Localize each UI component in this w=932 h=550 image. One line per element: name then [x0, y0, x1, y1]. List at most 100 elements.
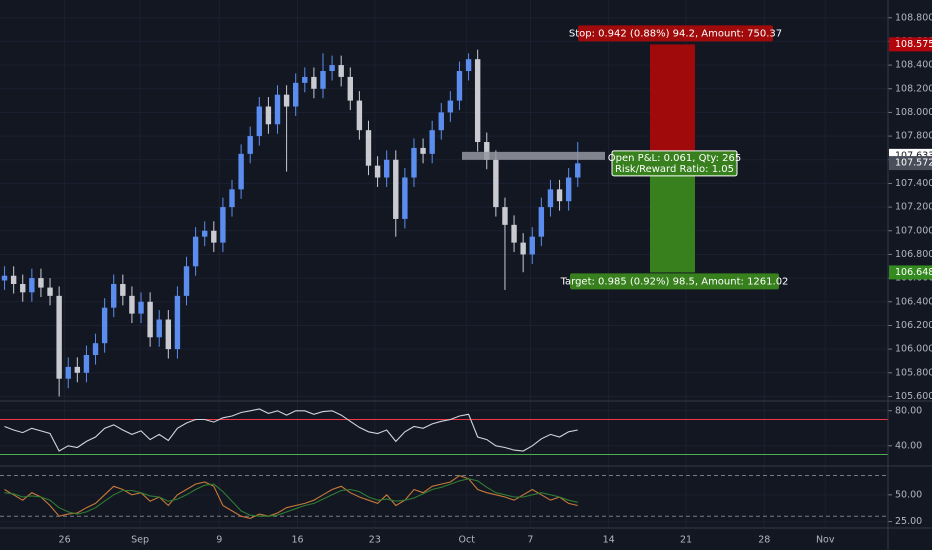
pnl-label: Open P&L: 0.061, Qty: 265: [608, 153, 741, 164]
candle-body: [120, 284, 126, 296]
stop-label: Stop: 0.942 (0.88%) 94.2, Amount: 750.37: [569, 28, 782, 39]
candle-body: [320, 71, 326, 89]
candle-body: [274, 94, 281, 125]
candle-body: [565, 177, 572, 202]
candle-body: [211, 230, 217, 243]
candle-body: [247, 136, 253, 154]
y-tick-label: 107.000: [895, 225, 932, 236]
candle-body: [329, 65, 335, 72]
candle-body: [465, 59, 472, 72]
candle-body: [83, 355, 90, 373]
candle-body: [229, 189, 235, 208]
y-tick-label: 106.800: [895, 249, 932, 260]
y-tick-label: 50.00: [895, 489, 922, 500]
candle-body: [111, 284, 117, 308]
y-tick-label: 106.400: [895, 296, 932, 307]
candle-body: [292, 82, 299, 107]
y-tick-label: 108.800: [895, 12, 932, 23]
candle-body: [174, 295, 181, 350]
candle-body: [10, 275, 17, 285]
price-label: 106.648: [895, 267, 932, 278]
candle-body: [129, 295, 135, 314]
candle-body: [29, 278, 35, 293]
candle-body: [74, 366, 81, 373]
candle-body: [338, 65, 344, 77]
candle-body: [402, 177, 408, 219]
candle-body: [92, 343, 99, 356]
candle-body: [438, 112, 444, 131]
stop-zone: [650, 44, 695, 156]
candle-body: [65, 366, 71, 379]
candle-body: [156, 319, 162, 338]
candle-body: [356, 100, 363, 131]
y-tick-label: 25.00: [895, 516, 922, 527]
target-label: Target: 0.985 (0.92%) 98.5, Amount: 1261…: [560, 276, 789, 287]
price-label: 107.572: [895, 158, 932, 169]
candle-body: [220, 207, 226, 243]
candle-body: [238, 153, 244, 190]
indicator-line: [4, 408, 578, 452]
candle-body: [529, 236, 535, 255]
y-tick-label: 108.000: [895, 107, 932, 118]
candle-body: [447, 100, 454, 113]
y-tick-label: 40.00: [895, 440, 922, 451]
candle-body: [411, 147, 417, 178]
candle-body: [374, 165, 381, 178]
candle-body: [256, 106, 263, 137]
candle-body: [474, 59, 481, 143]
y-tick-label: 108.200: [895, 83, 932, 94]
x-tick-label: 9: [216, 535, 222, 546]
price-label-box: [889, 265, 932, 280]
x-tick-label: 7: [527, 535, 533, 546]
x-tick-label: Sep: [131, 535, 149, 546]
y-tick-label: 107.400: [895, 178, 932, 189]
price-label-box: [889, 156, 932, 171]
stop-label-box: [578, 25, 773, 42]
candle-body: [101, 307, 108, 344]
candle-body: [484, 142, 490, 160]
y-tick-label: 80.00: [895, 405, 922, 416]
x-tick-label: Nov: [816, 535, 835, 546]
candle-body: [393, 159, 399, 219]
candle-body: [511, 224, 517, 243]
pnl-label-box: [611, 150, 738, 177]
x-tick-label: 23: [369, 535, 381, 546]
price-label-box: [889, 37, 932, 52]
y-tick-label: 107.800: [895, 131, 932, 142]
price-label: 107.633: [895, 150, 932, 161]
candle-body: [192, 236, 199, 267]
candle-body: [147, 301, 153, 338]
indicator-line: [4, 478, 578, 517]
candle-body: [302, 76, 308, 83]
candle-body: [265, 106, 272, 125]
candle-body: [347, 76, 353, 101]
x-tick-label: 28: [758, 535, 770, 546]
x-tick-label: 26: [59, 535, 71, 546]
y-tick-label: 106.000: [895, 344, 932, 355]
candle-body: [1, 275, 8, 281]
rr-label: Risk/Reward Ratio: 1.05: [615, 164, 734, 175]
candle-body: [575, 163, 581, 178]
candle-body: [20, 284, 26, 293]
price-label: 108.575: [895, 39, 932, 50]
y-tick-label: 106.200: [895, 320, 932, 331]
candle-body: [183, 266, 190, 296]
candle-body: [520, 242, 526, 255]
candle-body: [283, 94, 290, 107]
target-label-box: [570, 273, 779, 290]
candle-body: [365, 130, 372, 166]
candle-body: [383, 159, 390, 178]
candle-body: [556, 189, 563, 202]
y-tick-label: 107.200: [895, 202, 932, 213]
indicator-line: [4, 474, 578, 519]
y-tick-label: 105.800: [895, 367, 932, 378]
candle-body: [47, 287, 53, 296]
candle-body: [547, 189, 554, 208]
candle-body: [202, 230, 208, 237]
entry-bar: [462, 151, 605, 160]
candle-body: [38, 278, 44, 288]
candle-body: [56, 295, 62, 379]
y-tick-label: 108.400: [895, 60, 932, 71]
